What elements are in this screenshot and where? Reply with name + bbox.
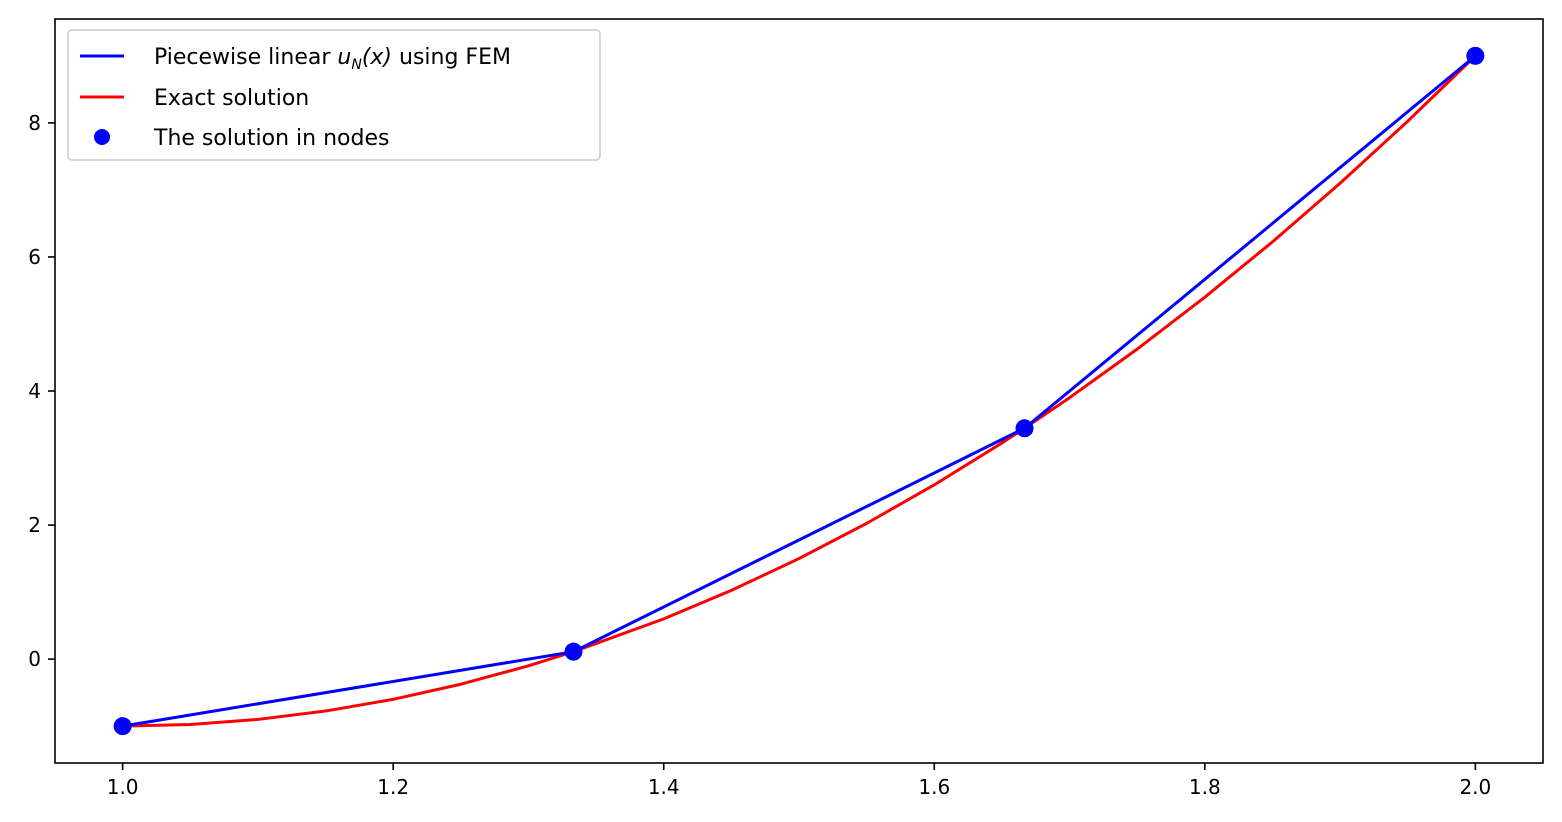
y-tick-label: 4 [28,379,41,403]
x-tick-label: 1.8 [1189,775,1221,799]
y-tick-label: 8 [28,111,41,135]
legend-label-fem: Piecewise linear uN(x) using FEM [154,45,511,73]
legend-label-nodes: The solution in nodes [153,126,389,151]
x-tick-label: 1.2 [377,775,409,799]
y-tick-label: 0 [28,647,41,671]
x-tick-label: 1.0 [107,775,139,799]
axes-layer: 1.0 1.2 1.4 1.6 1.8 2.0 0 2 4 6 8 [28,111,1491,799]
x-tick-label: 1.4 [648,775,680,799]
exact-line [122,54,1477,728]
node-marker [1466,46,1485,65]
y-tick-label: 6 [28,245,41,269]
fem-line [122,54,1477,728]
legend: Piecewise linear uN(x) using FEM Exact s… [67,29,601,161]
series-layer [113,46,1485,736]
node-marker [113,717,132,736]
node-marker [1015,419,1034,438]
x-tick-label: 1.6 [918,775,950,799]
y-tick-label: 2 [28,513,41,537]
legend-label-exact: Exact solution [154,86,309,111]
legend-swatch-nodes [94,129,110,145]
legend-box [67,29,601,161]
node-marker [564,642,583,661]
x-tick-label: 2.0 [1459,775,1491,799]
